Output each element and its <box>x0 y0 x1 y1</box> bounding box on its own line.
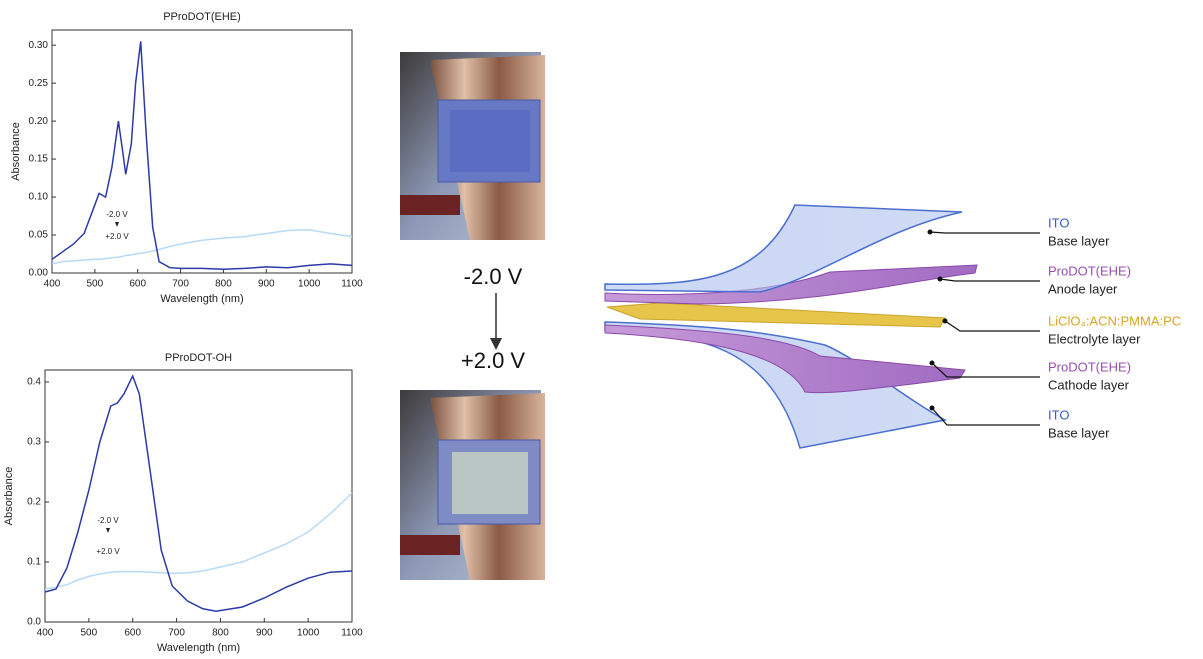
layer-role: Base layer <box>1048 425 1110 440</box>
x-tick-label: 900 <box>258 279 275 290</box>
x-tick-label: 700 <box>172 279 189 290</box>
layer-name: ProDOT(EHE) <box>1048 359 1131 374</box>
series-arrow <box>106 528 110 533</box>
layer-name: ITO <box>1048 407 1069 422</box>
x-tick-label: 600 <box>129 279 146 290</box>
x-axis-label: Wavelength (nm) <box>160 293 243 305</box>
plot-frame <box>52 30 352 273</box>
y-tick-label: 0.4 <box>27 377 41 388</box>
y-tick-label: 0.05 <box>29 230 49 241</box>
layer-role: Electrolyte layer <box>1048 331 1141 346</box>
series-label: +2.0 V <box>105 232 129 241</box>
series-line <box>52 230 352 264</box>
x-tick-label: 800 <box>215 279 232 290</box>
device-photo <box>400 390 545 580</box>
y-tick-label: 0.20 <box>29 116 49 127</box>
layer-name: ProDOT(EHE) <box>1048 263 1131 278</box>
y-tick-label: 0.30 <box>29 40 49 51</box>
y-tick-label: 0.25 <box>29 78 49 89</box>
series-line <box>52 41 352 269</box>
layer-name: LiClO₄:ACN:PMMA:PC <box>1048 313 1181 328</box>
x-tick-label: 800 <box>212 628 229 639</box>
layer-stack <box>605 205 977 448</box>
figure: -2.0 V +2.0 V ITO Base layer ProDOT(EHE) An… <box>0 0 1203 659</box>
x-tick-label: 1100 <box>341 279 363 290</box>
plot-frame <box>45 370 352 622</box>
voltage-label: +2.0 V <box>461 348 526 373</box>
layer-pointer <box>932 408 1040 425</box>
layer-pointer <box>930 232 1040 233</box>
layer-pointer <box>940 279 1040 281</box>
y-tick-label: 0.10 <box>29 192 49 203</box>
series-label: -2.0 V <box>97 516 119 525</box>
layer-name: ITO <box>1048 215 1069 230</box>
x-tick-label: 700 <box>168 628 185 639</box>
y-tick-label: 0.3 <box>27 437 41 448</box>
x-tick-label: 1000 <box>297 628 320 639</box>
x-tick-label: 500 <box>81 628 98 639</box>
y-tick-label: 0.00 <box>29 268 49 279</box>
layer-role: Anode layer <box>1048 281 1118 296</box>
layer-pointer <box>945 321 1040 331</box>
series-line <box>45 493 352 589</box>
y-tick-label: 0.1 <box>27 557 41 568</box>
layer-role: Cathode layer <box>1048 377 1130 392</box>
y-tick-label: 0.2 <box>27 497 41 508</box>
x-tick-label: 400 <box>44 279 61 290</box>
x-tick-label: 900 <box>256 628 273 639</box>
x-tick-label: 500 <box>87 279 104 290</box>
series-arrow <box>115 222 119 227</box>
x-tick-label: 600 <box>124 628 141 639</box>
series-label: -2.0 V <box>106 210 128 219</box>
layer-role: Base layer <box>1048 233 1110 248</box>
series-label: +2.0 V <box>96 547 120 556</box>
y-axis-label: Absorbance <box>3 467 15 526</box>
x-tick-label: 1000 <box>298 279 321 290</box>
chart-title: PProDOT(EHE) <box>163 11 241 23</box>
device-photo <box>400 52 545 240</box>
y-axis-label: Absorbance <box>10 122 22 181</box>
y-tick-label: 0.0 <box>27 617 41 628</box>
x-tick-label: 400 <box>37 628 54 639</box>
chart-title: PProDOT-OH <box>165 352 232 364</box>
x-tick-label: 1100 <box>341 628 363 639</box>
x-axis-label: Wavelength (nm) <box>157 642 240 654</box>
y-tick-label: 0.15 <box>29 154 49 165</box>
voltage-label: -2.0 V <box>464 264 523 289</box>
